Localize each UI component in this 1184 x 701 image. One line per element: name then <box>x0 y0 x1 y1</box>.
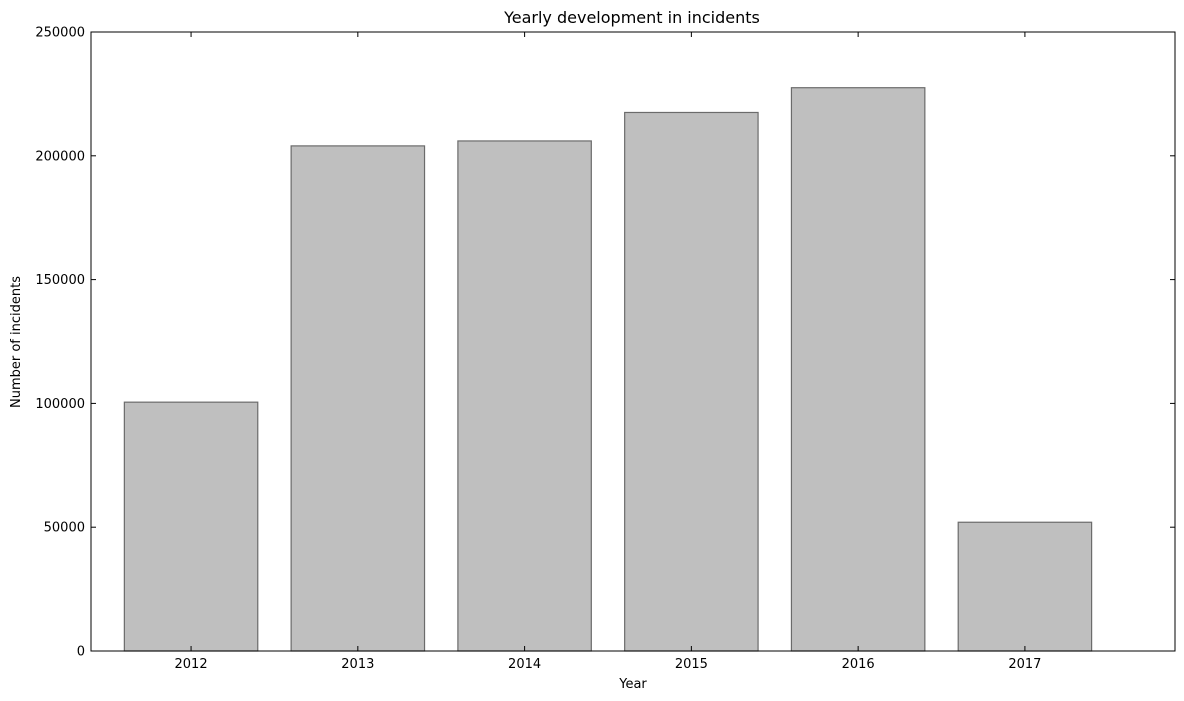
chart-title: Yearly development in incidents <box>503 8 760 27</box>
bar-2015 <box>624 111 759 652</box>
plot-frame <box>90 31 1176 652</box>
x-tick-label-2017: 2017 <box>1008 657 1041 672</box>
bar-2013 <box>290 145 426 652</box>
x-tick-label-2013: 2013 <box>341 657 374 672</box>
y-axis-label: Number of incidents <box>9 276 24 408</box>
x-tick-label-2012: 2012 <box>175 657 208 672</box>
y-axis-ticks: 0 50000 100000 150000 200000 250000 <box>35 26 1175 660</box>
y-tick-label: 250000 <box>35 26 85 41</box>
bars-group <box>123 87 1093 652</box>
x-tick-label-2015: 2015 <box>675 657 708 672</box>
y-tick-label: 100000 <box>35 397 85 412</box>
bar-2017 <box>957 521 1093 652</box>
x-tick-label-2016: 2016 <box>842 657 875 672</box>
x-axis-ticks: 2012 2013 2014 2015 2016 2017 <box>175 32 1041 672</box>
y-tick-label: 200000 <box>35 149 85 164</box>
x-axis-label: Year <box>618 677 647 692</box>
bar-2014 <box>457 140 592 652</box>
bar-2016 <box>790 87 926 652</box>
y-tick-label: 150000 <box>35 273 85 288</box>
bar-2012 <box>123 401 259 652</box>
y-tick-label: 50000 <box>44 521 85 536</box>
x-tick-label-2014: 2014 <box>508 657 541 672</box>
y-tick-label: 0 <box>77 645 85 660</box>
